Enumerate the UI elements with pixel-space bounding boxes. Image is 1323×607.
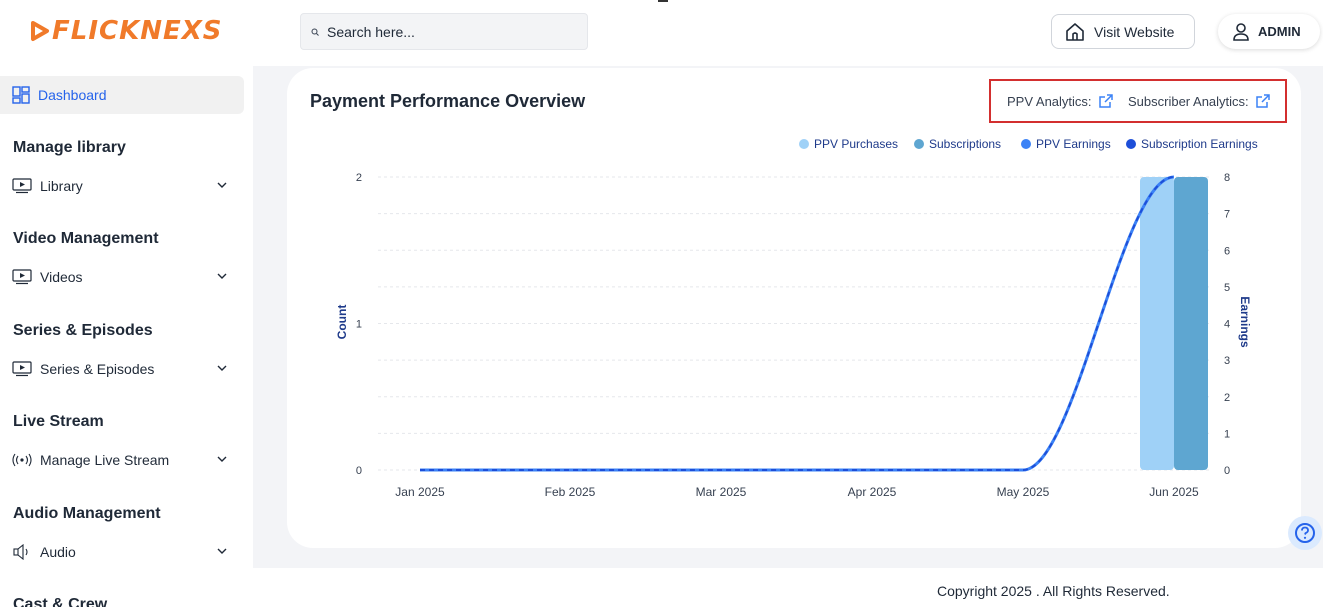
sidebar-item-library[interactable]: Library [12, 174, 232, 198]
section-title-cast-crew: Cast & Crew [13, 596, 108, 607]
sidebar-item-videos[interactable]: Videos [12, 265, 232, 289]
legend-subscription-earnings[interactable]: Subscription Earnings [1126, 137, 1258, 151]
section-title-audio-management: Audio Management [13, 505, 161, 522]
bar [1174, 177, 1208, 470]
admin-label: ADMIN [1258, 24, 1301, 39]
sidebar-item-audio[interactable]: Audio [12, 540, 232, 564]
y2-tick-label: 0 [1224, 465, 1230, 477]
x-tick-label: Jun 2025 [1149, 485, 1199, 499]
sidebar-item-label: Dashboard [38, 87, 107, 103]
search-input[interactable] [327, 23, 567, 40]
subscriber-analytics-link[interactable]: Subscriber Analytics: [1128, 94, 1270, 109]
footer-copyright: Copyright 2025 . All Rights Reserved. [937, 583, 1170, 599]
sidebar-item-label: Audio [40, 544, 76, 560]
y2-tick-label: 7 [1224, 209, 1230, 221]
chevron-down-icon [217, 548, 227, 554]
y2-tick-label: 6 [1224, 245, 1230, 257]
legend-label: PPV Purchases [814, 137, 899, 151]
legend-ppv-earnings[interactable]: PPV Earnings [1021, 137, 1111, 151]
section-title-series-episodes: Series & Episodes [13, 322, 153, 339]
y2-tick-label: 3 [1224, 355, 1230, 367]
y2-axis-label: Earnings [1238, 296, 1252, 348]
external-link-icon [1255, 94, 1270, 108]
visit-website-label: Visit Website [1094, 23, 1175, 40]
y-tick-label: 1 [356, 319, 362, 331]
sidebar-item-label: Manage Live Stream [40, 452, 170, 468]
series-line [420, 175, 1175, 472]
legend-swatch [799, 139, 809, 149]
visit-website-button[interactable]: Visit Website [1051, 14, 1195, 49]
x-tick-label: May 2025 [997, 485, 1050, 499]
admin-menu-button[interactable]: ADMIN [1218, 14, 1320, 49]
subscriber-analytics-label: Subscriber Analytics: [1128, 94, 1249, 109]
y2-tick-label: 1 [1224, 428, 1230, 440]
sidebar-item-dashboard[interactable]: Dashboard [0, 76, 244, 114]
card-title: Payment Performance Overview [310, 91, 586, 111]
dashboard-icon [12, 86, 30, 104]
y2-tick-label: 8 [1224, 172, 1230, 184]
bar [1140, 177, 1174, 470]
y-tick-label: 0 [356, 465, 362, 477]
section-title-live-stream: Live Stream [13, 413, 104, 430]
home-icon [1066, 22, 1084, 41]
sidebar: Dashboard [0, 66, 253, 607]
user-icon [1233, 22, 1249, 41]
legend-ppv-purchases[interactable]: PPV Purchases [799, 137, 898, 151]
section-title-video-management: Video Management [13, 230, 159, 247]
logo[interactable]: FLICKNEXS [30, 16, 223, 46]
sidebar-item-label: Library [40, 178, 83, 194]
external-link-icon [1098, 94, 1113, 108]
series-line [420, 176, 1175, 472]
y2-tick-label: 5 [1224, 282, 1230, 294]
help-button[interactable] [1288, 516, 1322, 550]
top-indicator [658, 0, 668, 2]
legend-swatch [1021, 139, 1031, 149]
media-screen-icon [12, 361, 32, 377]
chevron-down-icon [217, 273, 227, 279]
x-tick-label: Jan 2025 [395, 485, 445, 499]
sidebar-item-manage-live-stream[interactable]: Manage Live Stream [12, 448, 232, 472]
media-screen-icon [12, 178, 32, 194]
legend-subscriptions[interactable]: Subscriptions [914, 137, 1001, 151]
x-tick-label: Mar 2025 [696, 485, 747, 499]
analytics-links-highlight [989, 79, 1287, 123]
play-logo-icon [31, 21, 49, 41]
legend-swatch [914, 139, 924, 149]
x-tick-label: Feb 2025 [545, 485, 596, 499]
media-screen-icon [12, 269, 32, 285]
legend-label: Subscription Earnings [1141, 137, 1258, 151]
y2-tick-label: 2 [1224, 392, 1230, 404]
section-title-manage-library: Manage library [13, 139, 126, 156]
y-tick-label: 2 [356, 172, 362, 184]
ppv-analytics-label: PPV Analytics: [1007, 94, 1092, 109]
broadcast-icon [12, 453, 32, 467]
speaker-icon [13, 544, 28, 560]
chevron-down-icon [217, 365, 227, 371]
y-axis-label: Count [335, 305, 349, 340]
legend-label: PPV Earnings [1036, 137, 1111, 151]
chevron-down-icon [217, 456, 227, 462]
x-tick-label: Apr 2025 [848, 485, 897, 499]
sidebar-item-series-episodes[interactable]: Series & Episodes [12, 357, 232, 381]
ppv-analytics-link[interactable]: PPV Analytics: [1007, 94, 1113, 109]
legend-label: Subscriptions [929, 137, 1002, 151]
sidebar-item-label: Series & Episodes [40, 361, 155, 377]
logo-text: FLICKNEXS [52, 16, 223, 46]
search-box[interactable] [300, 13, 588, 50]
y2-tick-label: 4 [1224, 319, 1230, 331]
help-icon [1295, 523, 1315, 543]
legend-swatch [1126, 139, 1136, 149]
search-icon [311, 28, 319, 36]
chevron-down-icon [217, 182, 227, 188]
sidebar-item-label: Videos [40, 269, 83, 285]
